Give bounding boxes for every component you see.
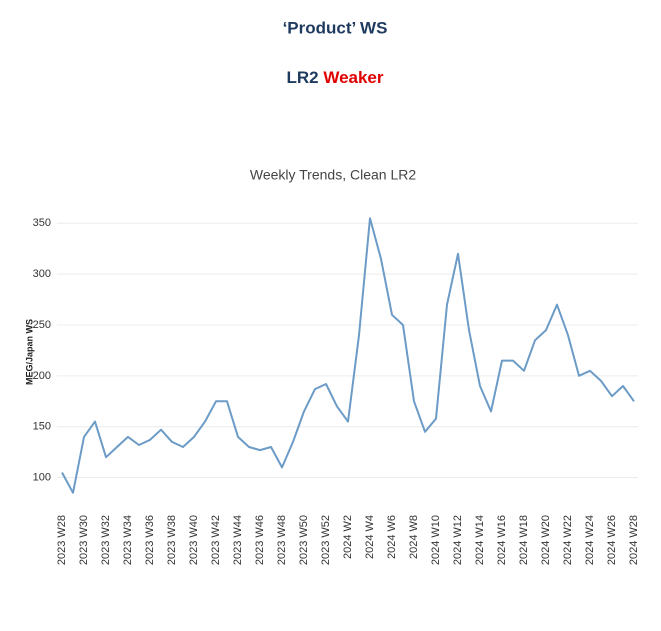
x-tick-label: 2024 W10 <box>430 515 442 565</box>
y-tick-label: 250 <box>33 319 51 331</box>
y-tick-label: 200 <box>33 370 51 382</box>
x-tick-label: 2024 W20 <box>540 515 552 565</box>
x-tick-label: 2024 W22 <box>562 515 574 565</box>
x-tick-label: 2023 W38 <box>166 515 178 565</box>
x-tick-label: 2023 W46 <box>254 515 266 565</box>
x-tick-label: 2024 W12 <box>452 515 464 565</box>
x-tick-label: 2023 W40 <box>188 515 200 565</box>
x-tick-label: 2024 W4 <box>364 515 376 559</box>
x-tick-label: 2024 W6 <box>386 515 398 559</box>
x-tick-label: 2024 W26 <box>606 515 618 565</box>
x-tick-label: 2023 W50 <box>298 515 310 565</box>
x-tick-label: 2023 W30 <box>78 515 90 565</box>
x-tick-label: 2023 W48 <box>276 515 288 565</box>
y-tick-label: 100 <box>33 471 51 483</box>
x-tick-label: 2024 W18 <box>518 515 530 565</box>
y-tick-label: 350 <box>33 217 51 229</box>
chart-title: Weekly Trends, Clean LR2 <box>250 167 416 183</box>
x-tick-label: 2024 W16 <box>496 515 508 565</box>
page-title: ‘Product’ WS <box>283 18 388 37</box>
line-series <box>61 217 635 494</box>
x-tick-label: 2023 W42 <box>210 515 222 565</box>
x-tick-label: 2024 W14 <box>474 515 486 565</box>
x-tick-label: 2023 W28 <box>56 515 68 565</box>
x-tick-label: 2024 W2 <box>342 515 354 559</box>
x-tick-label: 2023 W36 <box>144 515 156 565</box>
x-tick-label: 2023 W52 <box>320 515 332 565</box>
x-tick-label: 2024 W24 <box>584 515 596 565</box>
y-tick-label: 150 <box>33 421 51 433</box>
subtitle-prefix: LR2 <box>286 68 318 87</box>
x-tick-label: 2024 W8 <box>408 515 420 559</box>
y-tick-label: 300 <box>33 268 51 280</box>
subtitle-emphasis: Weaker <box>323 68 384 87</box>
page-subtitle: LR2 Weaker <box>286 68 383 87</box>
x-tick-label: 2023 W34 <box>122 515 134 565</box>
y-axis-label: MEG/Japan WS <box>24 319 34 385</box>
x-tick-label: 2023 W32 <box>100 515 112 565</box>
x-tick-label: 2023 W44 <box>232 515 244 565</box>
x-tick-label: 2024 W28 <box>628 515 640 565</box>
